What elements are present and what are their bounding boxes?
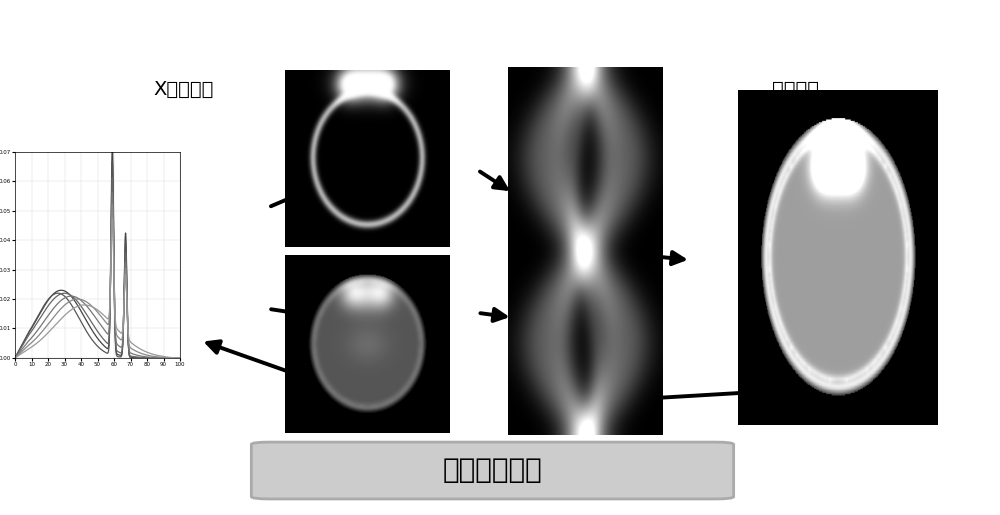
Text: 多色投影: 多色投影 [563,80,610,99]
Text: 基材料图像: 基材料图像 [378,80,437,99]
Text: X射线能谱: X射线能谱 [153,80,213,99]
Text: 能谱估计网络: 能谱估计网络 [443,456,542,484]
Text: 重建图像: 重建图像 [772,80,819,99]
FancyBboxPatch shape [251,442,734,499]
